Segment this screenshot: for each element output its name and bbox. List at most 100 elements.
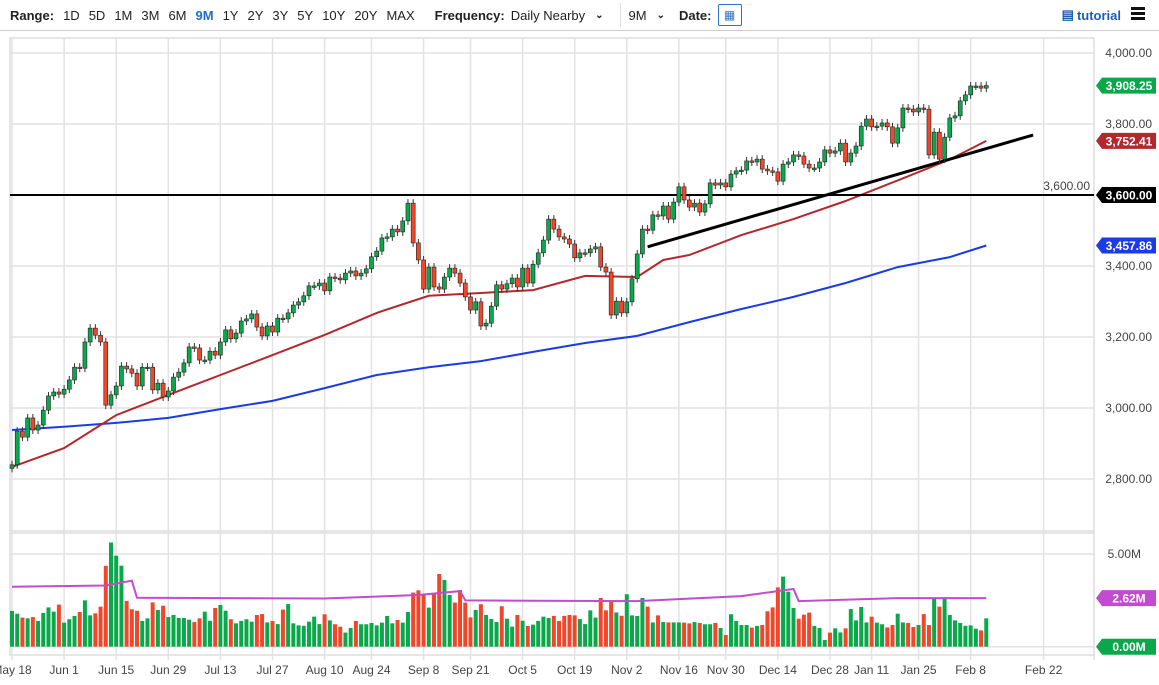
volume-bar xyxy=(270,620,275,647)
range-button-10y[interactable]: 10Y xyxy=(322,7,346,23)
volume-bar xyxy=(296,625,301,647)
range-button-1y[interactable]: 1Y xyxy=(222,7,239,23)
range-button-3m[interactable]: 3M xyxy=(141,7,160,23)
last-price-badge xyxy=(1096,77,1156,94)
candle-body xyxy=(593,246,598,250)
candle-body xyxy=(817,161,822,169)
volume-bar xyxy=(760,625,765,647)
candle-body xyxy=(937,131,942,160)
volume-bar xyxy=(286,604,291,647)
candle-body xyxy=(452,267,458,274)
range-button-3y[interactable]: 3Y xyxy=(272,7,289,23)
candle-body xyxy=(358,272,364,277)
volume-bar xyxy=(260,614,265,647)
volume-bar xyxy=(687,623,692,647)
hamburger-menu-icon[interactable] xyxy=(1131,7,1145,22)
range-button-5y[interactable]: 5Y xyxy=(297,7,314,23)
candle-body xyxy=(494,284,499,307)
volume-bar xyxy=(322,614,327,647)
volume-bar xyxy=(807,612,812,647)
frequency-dropdown[interactable]: Daily Nearby ⌄ xyxy=(511,8,604,23)
candle-body xyxy=(947,117,953,138)
candle-body xyxy=(744,160,749,171)
candle-body xyxy=(426,266,432,290)
candle-body xyxy=(285,312,291,320)
volume-bar xyxy=(734,620,739,647)
volume-bar xyxy=(531,624,535,647)
candle-body xyxy=(895,127,901,144)
range-button-1d[interactable]: 1D xyxy=(63,7,80,23)
candle-body xyxy=(9,464,15,469)
x-tick-label: Aug 24 xyxy=(352,663,390,677)
volume-bar xyxy=(635,615,640,647)
range-button-max[interactable]: MAX xyxy=(386,7,415,23)
candle-body xyxy=(504,283,510,290)
volume-bar xyxy=(119,565,124,647)
period-dropdown[interactable]: 9M ⌄ xyxy=(629,8,665,23)
volume-bar xyxy=(645,606,650,647)
range-button-6m[interactable]: 6M xyxy=(168,7,187,23)
frequency-label: Frequency: xyxy=(434,7,505,23)
candle-body xyxy=(957,100,963,117)
volume-bar xyxy=(510,626,515,647)
x-tick-label: Aug 10 xyxy=(306,663,344,677)
volume-bar xyxy=(135,610,140,647)
volume-bar xyxy=(10,610,14,647)
candle-body xyxy=(280,317,286,320)
volume-bar xyxy=(551,615,556,647)
volume-bar xyxy=(968,625,973,647)
calendar-icon[interactable]: ▦ xyxy=(717,4,742,26)
volume-bar xyxy=(359,624,364,647)
moving-average-red-line xyxy=(11,140,987,468)
candle-body xyxy=(254,313,260,328)
candle-body xyxy=(98,334,103,343)
range-button-9m[interactable]: 9M xyxy=(195,7,214,23)
volume-bar xyxy=(911,627,916,647)
candle-body xyxy=(843,142,848,163)
volume-bar xyxy=(708,624,713,647)
range-button-20y[interactable]: 20Y xyxy=(354,7,378,23)
volume-bar xyxy=(984,618,989,647)
volume-bar xyxy=(280,609,285,647)
candle-body xyxy=(754,158,760,163)
price-tick-label: 3,600.00 xyxy=(1043,179,1090,193)
volume-bar xyxy=(494,622,499,647)
volume-bar xyxy=(468,617,473,647)
candle-body xyxy=(509,277,515,285)
candle-body xyxy=(457,272,463,284)
candle-body xyxy=(858,125,864,147)
volume-bar xyxy=(848,609,853,647)
candle-body xyxy=(20,430,25,438)
volume-bar xyxy=(254,614,259,647)
candle-body xyxy=(770,170,775,173)
price-tick-label: 3,400.00 xyxy=(1105,259,1152,273)
candle-body xyxy=(520,267,525,288)
candle-body xyxy=(791,154,796,163)
candle-body xyxy=(129,368,135,374)
x-tick-label: Jun 15 xyxy=(98,663,134,677)
range-button-5d[interactable]: 5D xyxy=(88,7,106,23)
candle-body xyxy=(525,267,531,284)
volume-bar xyxy=(223,610,228,647)
volume-bar xyxy=(306,621,311,647)
candle-body xyxy=(473,301,478,311)
candle-body xyxy=(911,108,916,113)
volume-bar xyxy=(869,616,874,647)
range-button-1m[interactable]: 1M xyxy=(114,7,133,23)
candle-body xyxy=(400,220,406,233)
volume-bar xyxy=(265,622,270,647)
candle-body xyxy=(337,277,343,281)
candle-body xyxy=(332,276,338,279)
volume-bar xyxy=(572,615,577,647)
candle-body xyxy=(416,242,421,261)
range-button-2y[interactable]: 2Y xyxy=(247,7,264,23)
candle-body xyxy=(739,169,744,172)
candle-body xyxy=(983,85,989,89)
candle-body xyxy=(259,326,265,337)
candle-body xyxy=(624,301,630,314)
volume-bar xyxy=(103,565,108,647)
candle-body xyxy=(134,372,140,387)
tutorial-link[interactable]: ▤ tutorial xyxy=(1062,7,1121,23)
candle-body xyxy=(785,161,791,165)
